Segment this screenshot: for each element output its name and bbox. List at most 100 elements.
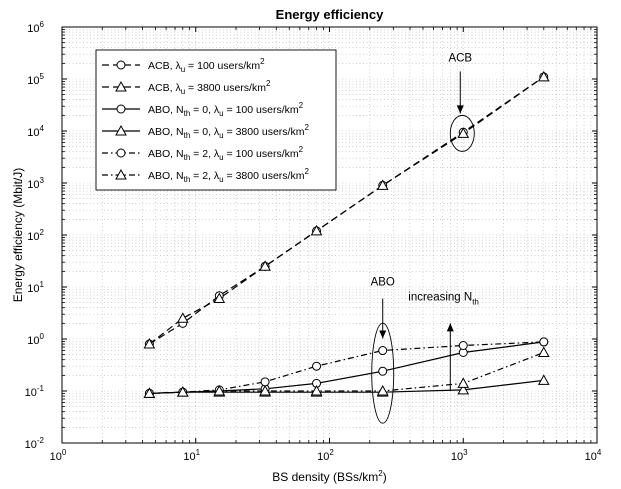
y-tick-label-exp: -2 xyxy=(37,436,45,445)
data-point xyxy=(537,70,550,82)
legend-label-pre2: = 2, xyxy=(190,170,214,182)
y-tick-label-base: 10 xyxy=(25,387,37,399)
x-axis-label-sup: 2 xyxy=(378,469,383,478)
data-point xyxy=(378,366,388,376)
legend-label-pre: ABO, N xyxy=(148,126,184,138)
x-tick-label-base: 10 xyxy=(585,451,597,463)
x-tick-label-exp: 2 xyxy=(329,448,334,457)
legend-label-sub: u xyxy=(181,87,185,96)
legend-label-mid: = 100 users/km xyxy=(185,60,260,72)
y-tick-label-base: 10 xyxy=(27,23,39,35)
y-tick-label-exp: 2 xyxy=(40,228,45,237)
legend-label-sub0: th xyxy=(184,175,191,184)
legend-entry-3: ABO, Nth = 0, λu = 100 users/km2 xyxy=(102,101,304,118)
x-tick-label: 102 xyxy=(317,448,334,463)
abo-arrow-head xyxy=(379,330,387,339)
chart-title: Energy efficiency xyxy=(276,7,384,22)
legend-label-pre2: = 0, xyxy=(190,126,214,138)
x-tick-label-exp: 1 xyxy=(196,448,201,457)
legend-label-mid: = 100 users/km xyxy=(224,148,299,160)
data-point xyxy=(457,383,470,395)
legend-label: ABO, Nth = 2, λu = 100 users/km2 xyxy=(148,145,304,162)
data-point xyxy=(312,361,322,371)
legend-label-sym: λ xyxy=(214,148,220,160)
legend-label-sym: λ xyxy=(214,170,220,182)
x-axis-label: BS density (BSs/km2) xyxy=(272,469,386,484)
legend-label-pre: ACB, xyxy=(148,60,175,72)
data-point xyxy=(376,179,389,190)
data-point xyxy=(310,224,323,236)
y-tick-label: 105 xyxy=(27,72,44,87)
legend-marker xyxy=(116,148,126,158)
x-tick-label-exp: 4 xyxy=(597,448,602,457)
legend-label-sub0: th xyxy=(184,131,191,140)
legend-label: ABO, Nth = 0, λu = 100 users/km2 xyxy=(148,101,304,118)
y-tick-label-base: 10 xyxy=(27,335,39,347)
x-tick-label-exp: 0 xyxy=(62,448,67,457)
x-tick-label: 100 xyxy=(50,448,67,463)
y-tick-label-exp: 4 xyxy=(40,124,45,133)
y-tick-label-exp: 3 xyxy=(40,176,45,185)
legend-entry-5: ABO, Nth = 2, λu = 100 users/km2 xyxy=(102,145,304,162)
data-point xyxy=(310,384,323,396)
legend-label-mid: = 3800 users/km xyxy=(224,126,305,138)
legend-marker xyxy=(115,168,127,180)
legend-label-sub0: th xyxy=(184,109,191,118)
legend-label-mid: = 100 users/km xyxy=(224,104,299,116)
x-tick-label-base: 10 xyxy=(183,451,195,463)
legend-label-sym: λ xyxy=(214,126,220,138)
increasing-nth-label: increasing Nth xyxy=(408,292,479,307)
x-tick-label-exp: 3 xyxy=(463,448,468,457)
legend-label-pre: ABO, N xyxy=(148,104,184,116)
legend-label-pre: ABO, N xyxy=(148,170,184,182)
data-point xyxy=(376,384,389,396)
axis-ticks: 100 101 102 103 10410-210-110010110210310410… xyxy=(25,20,602,463)
legend-label-pre2: = 0, xyxy=(190,104,214,116)
series-line xyxy=(149,76,545,345)
legend-label-sup: 2 xyxy=(260,57,265,66)
legend-label-sub: u xyxy=(219,131,223,140)
y-tick-label-base: 10 xyxy=(27,231,39,243)
data-point xyxy=(259,260,271,271)
y-tick-label-exp: 1 xyxy=(40,280,45,289)
series-2 xyxy=(143,70,550,349)
legend-label-sup: 2 xyxy=(304,123,309,132)
legend-marker xyxy=(116,104,126,114)
legend-entry-4: ABO, Nth = 0, λu = 3800 users/km2 xyxy=(102,123,309,140)
legend-label-sym: λ xyxy=(175,60,181,72)
y-tick-label: 100 xyxy=(27,332,44,347)
y-tick-label: 103 xyxy=(27,176,44,191)
y-tick-label-base: 10 xyxy=(27,127,39,139)
data-point xyxy=(176,386,189,397)
legend-label-pre: ABO, N xyxy=(148,148,184,160)
data-point xyxy=(213,384,226,396)
legend-label-mid: = 3800 users/km xyxy=(185,82,266,94)
x-tick-label-base: 10 xyxy=(50,451,62,463)
legend-label-sub: u xyxy=(219,109,223,118)
y-tick-label-exp: 5 xyxy=(40,72,45,81)
legend-label: ACB, λu = 3800 users/km2 xyxy=(148,79,271,96)
legend-marker xyxy=(115,124,127,136)
legend-entry-2: ACB, λu = 3800 users/km2 xyxy=(102,79,271,96)
legend-label-sub0: th xyxy=(184,153,191,162)
data-point xyxy=(143,338,156,349)
data-point xyxy=(213,292,226,304)
data-point xyxy=(539,337,549,347)
legend-label-sym: λ xyxy=(175,82,181,94)
y-tick-label-base: 10 xyxy=(27,75,39,87)
x-tick-label: 104 xyxy=(585,448,602,463)
increasing-nth-arrow-head xyxy=(446,323,454,332)
data-point xyxy=(260,377,270,387)
y-tick-label-exp: -1 xyxy=(37,384,45,393)
legend-label-pre: ACB, xyxy=(148,82,175,94)
data-point xyxy=(259,384,271,396)
legend-label: ABO, Nth = 0, λu = 3800 users/km2 xyxy=(148,123,309,140)
annotations: ACB ABO increasing Nth xyxy=(371,52,479,424)
y-tick-label: 102 xyxy=(27,228,44,243)
data-point xyxy=(537,374,550,385)
legend-label: ABO, Nth = 2, λu = 3800 users/km2 xyxy=(148,167,309,184)
legend-label-sub: u xyxy=(219,153,223,162)
data-point xyxy=(143,387,156,398)
acb-ellipse xyxy=(449,114,475,152)
